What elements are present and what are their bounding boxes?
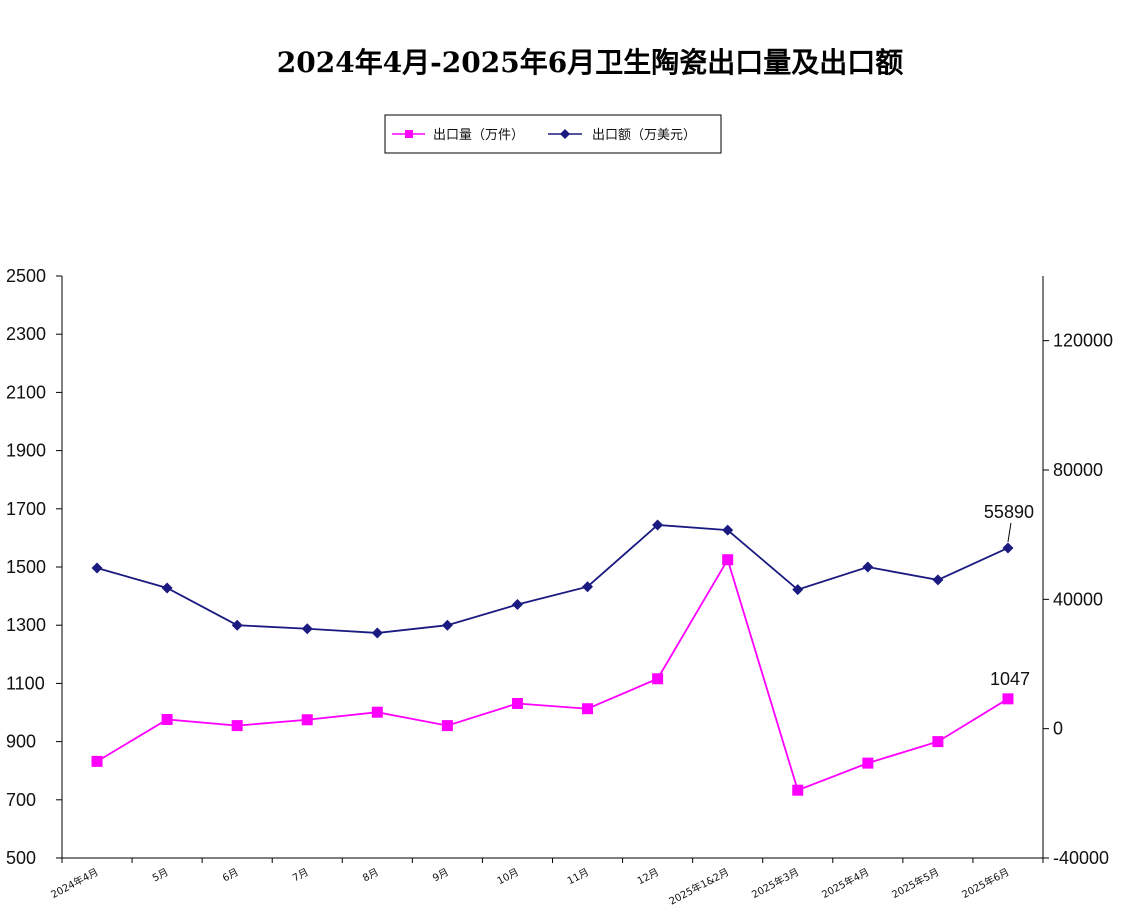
left-tick-label: 1100 [6, 673, 45, 693]
value-point [231, 619, 243, 631]
left-tick-label: 2100 [6, 382, 46, 402]
right-tick-label: -40000 [1053, 848, 1109, 868]
x-tick-label: 9月 [431, 866, 451, 884]
x-tick-label: 7月 [291, 866, 311, 884]
x-tick-label: 2024年4月 [49, 865, 101, 901]
value-line [96, 524, 1009, 634]
legend-value-label: 出口额（万美元） [592, 128, 696, 143]
value-last-leader [1007, 522, 1012, 543]
value-point [161, 582, 173, 594]
value-point [1002, 542, 1014, 554]
left-tick-label: 1500 [6, 557, 46, 577]
value-point [511, 599, 523, 611]
data-labels: 1047 55890 [984, 502, 1034, 689]
value-last-label: 55890 [984, 502, 1034, 522]
x-axis-ticks: 2024年4月 5月 6月 7月 8月 9月 10月 11月 12月 2025年1&2月 2025年… [49, 858, 1044, 908]
volume-point [722, 554, 734, 566]
left-tick-label: 2300 [6, 324, 46, 344]
left-tick-label: 1700 [6, 499, 46, 519]
left-tick-label: 2500 [6, 266, 46, 286]
x-tick-label: 2025年4月 [819, 865, 871, 901]
legend-value-marker [560, 129, 570, 139]
x-tick-label: 5月 [150, 866, 170, 884]
legend-volume-marker [405, 130, 413, 138]
x-tick-label: 2025年1&2月 [667, 865, 731, 907]
x-tick-label: 2025年5月 [889, 865, 941, 901]
volume-point [161, 713, 173, 725]
series-volume [91, 554, 1014, 796]
series-value [91, 519, 1014, 639]
left-tick-label: 1900 [6, 441, 46, 461]
left-tick-label: 900 [6, 732, 36, 752]
chart-title: 2024年4月-2025年6月卫生陶瓷出口量及出口额 [277, 46, 903, 79]
value-point [862, 561, 874, 573]
value-point [441, 619, 453, 631]
right-axis-ticks: -40000 0 40000 80000 120000 [1043, 331, 1113, 868]
volume-point [301, 714, 313, 726]
right-tick-label: 120000 [1053, 331, 1113, 351]
value-point [792, 584, 804, 596]
volume-point [792, 784, 804, 796]
volume-point [1002, 693, 1014, 705]
x-tick-label: 2025年3月 [749, 865, 801, 901]
value-point [652, 519, 664, 531]
volume-point [652, 673, 664, 685]
x-tick-label: 8月 [361, 866, 381, 884]
value-point [91, 562, 103, 574]
value-point [722, 524, 734, 536]
right-tick-label: 0 [1053, 719, 1063, 739]
left-tick-label: 1300 [6, 615, 46, 635]
value-point [932, 574, 944, 586]
volume-point [231, 720, 243, 732]
axes [61, 276, 1044, 859]
volume-line [96, 557, 1009, 792]
volume-point [91, 755, 103, 767]
volume-point [441, 720, 453, 732]
left-axis-ticks: 500 700 900 1100 1300 1500 1700 1900 2100 2300 250… [6, 266, 62, 868]
x-tick-label: 10月 [495, 866, 521, 887]
left-tick-label: 700 [6, 790, 36, 810]
value-point [371, 627, 383, 639]
volume-point [582, 703, 594, 715]
volume-point [511, 697, 523, 709]
left-tick-label: 500 [6, 848, 36, 868]
volume-point [371, 706, 383, 718]
volume-point [862, 757, 874, 769]
x-tick-label: 6月 [220, 866, 240, 884]
x-tick-label: 2025年6月 [960, 865, 1012, 901]
right-tick-label: 40000 [1053, 589, 1103, 609]
x-tick-label: 11月 [565, 866, 591, 887]
legend-volume-label: 出口量（万件） [433, 128, 524, 143]
volume-last-label: 1047 [990, 669, 1030, 689]
right-tick-label: 80000 [1053, 460, 1103, 480]
value-point [582, 581, 594, 593]
volume-point [932, 736, 944, 748]
value-point [301, 623, 313, 635]
legend: 出口量（万件） 出口额（万美元） [384, 114, 722, 154]
x-tick-label: 12月 [635, 866, 661, 887]
